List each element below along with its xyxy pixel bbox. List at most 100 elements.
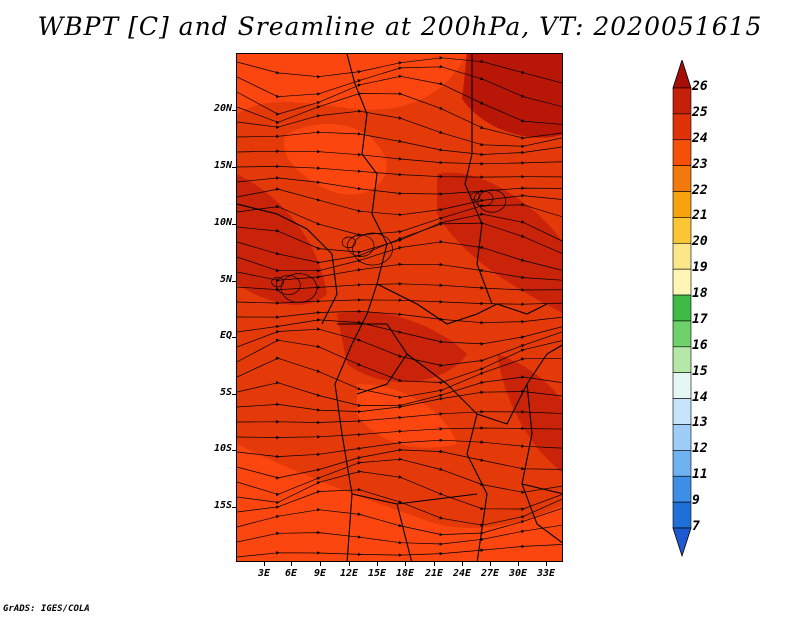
latitude-label: 15N xyxy=(213,160,232,171)
colorbar-band xyxy=(672,346,692,374)
latitude-label: 5S xyxy=(219,387,232,398)
footer-credit: GrADS: IGES/COLA xyxy=(3,604,90,614)
colorbar xyxy=(672,60,692,558)
streamline xyxy=(237,298,562,306)
longitude-tick xyxy=(377,561,378,566)
colorbar-label: 13 xyxy=(692,415,708,431)
colorbar-label: 23 xyxy=(692,156,708,172)
colorbar-label: 19 xyxy=(692,260,708,276)
colorbar-label: 17 xyxy=(692,311,708,327)
latitude-label: 10N xyxy=(213,217,232,228)
streamline xyxy=(237,524,562,546)
colorbar-label: 18 xyxy=(692,286,708,302)
longitude-tick xyxy=(546,561,547,566)
colorbar-label: 16 xyxy=(692,337,708,353)
streamline xyxy=(237,262,562,282)
latitude-tick xyxy=(232,337,237,338)
latitude-tick xyxy=(232,394,237,395)
streamline xyxy=(347,234,375,257)
country-border xyxy=(376,283,548,325)
colorbar-band xyxy=(672,217,692,244)
colorbar-label: 7 xyxy=(692,519,700,534)
longitude-tick xyxy=(490,561,491,566)
streamline xyxy=(275,275,301,295)
colorbar-band xyxy=(672,424,692,451)
latitude-label: 20N xyxy=(213,103,232,114)
latitude-tick xyxy=(232,450,237,451)
country-border xyxy=(351,493,478,505)
colorbar-label: 22 xyxy=(692,182,708,198)
colorbar-band xyxy=(672,475,692,503)
colorbar-bottom-triangle xyxy=(672,527,692,558)
latitude-label: EQ xyxy=(219,330,232,341)
streamline xyxy=(280,273,318,303)
streamline xyxy=(473,190,494,207)
latitude-tick xyxy=(232,224,237,225)
colorbar-label: 20 xyxy=(692,234,708,250)
colorbar-band xyxy=(672,268,692,296)
longitude-label: 12E xyxy=(339,568,359,579)
latitude-label: 10S xyxy=(213,443,232,454)
longitude-tick xyxy=(264,561,265,566)
latitude-tick xyxy=(232,167,237,168)
longitude-label: 18E xyxy=(395,568,415,579)
country-border xyxy=(396,503,413,561)
colorbar-band xyxy=(672,372,692,399)
longitude-label: 33E xyxy=(536,568,556,579)
streamline xyxy=(237,544,562,558)
country-border xyxy=(346,54,388,285)
colorbar-label: 12 xyxy=(692,441,708,457)
longitude-tick xyxy=(291,561,292,566)
longitude-tick xyxy=(434,561,435,566)
longitude-tick xyxy=(518,561,519,566)
longitude-tick xyxy=(405,561,406,566)
colorbar-label: 21 xyxy=(692,208,708,224)
streamline xyxy=(237,409,562,425)
colorbar-band xyxy=(672,294,692,322)
colorbar-label: 15 xyxy=(692,363,708,379)
colorbar-label: 24 xyxy=(692,130,708,146)
latitude-tick xyxy=(232,281,237,282)
country-border xyxy=(464,54,493,305)
longitude-label: 3E xyxy=(257,568,271,579)
map-title: WBPT [C] and Sreamline at 200hPa, VT: 20… xyxy=(37,12,763,41)
longitude-label: 30E xyxy=(508,568,528,579)
streamlines xyxy=(237,56,562,558)
streamline xyxy=(271,276,284,288)
latitude-tick xyxy=(232,507,237,508)
map-panel xyxy=(236,53,563,562)
country-border xyxy=(237,203,338,325)
longitude-label: 27E xyxy=(480,568,500,579)
streamline xyxy=(237,389,562,414)
longitude-tick xyxy=(320,561,321,566)
longitude-tick xyxy=(462,561,463,566)
colorbar-band xyxy=(672,450,692,477)
latitude-label: 5N xyxy=(219,274,232,285)
longitude-label: 9E xyxy=(313,568,327,579)
colorbar-band xyxy=(672,165,692,192)
streamline xyxy=(237,426,562,440)
streamline xyxy=(237,507,562,537)
streamline xyxy=(477,189,507,213)
longitude-tick xyxy=(349,561,350,566)
wbpt-streamline-map xyxy=(237,54,562,561)
streamline xyxy=(341,236,356,249)
longitude-label: 6E xyxy=(284,568,298,579)
streamline xyxy=(352,232,393,266)
country-borders xyxy=(237,54,562,561)
colorbar-band xyxy=(672,398,692,425)
colorbar-band xyxy=(672,113,692,141)
streamline xyxy=(237,149,562,166)
colorbar-label: 11 xyxy=(692,467,708,483)
streamline xyxy=(237,282,562,292)
longitude-label: 24E xyxy=(452,568,472,579)
colorbar-label: 9 xyxy=(692,493,700,509)
colorbar-label: 26 xyxy=(692,79,708,94)
colorbar-band xyxy=(672,87,692,115)
colorbar-label: 25 xyxy=(692,104,708,120)
colorbar-band xyxy=(672,320,692,348)
latitude-label: 15S xyxy=(213,500,232,511)
colorbar-band xyxy=(672,139,692,166)
colorbar-label: 14 xyxy=(692,389,708,405)
longitude-label: 15E xyxy=(367,568,387,579)
